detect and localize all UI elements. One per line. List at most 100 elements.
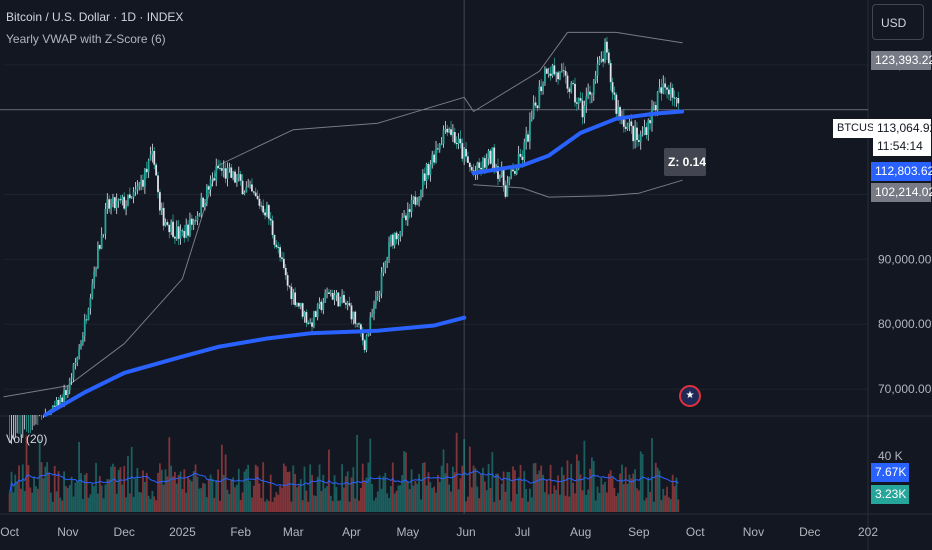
volume-bar (183, 469, 186, 512)
volume-bar (435, 492, 437, 512)
volume-bar (149, 498, 152, 512)
volume-bar (517, 477, 520, 512)
volume-bar (98, 476, 101, 512)
volume-bar (399, 485, 402, 512)
volume-bar (624, 467, 627, 512)
candle-body (179, 230, 182, 239)
candle-body (664, 83, 667, 88)
volume-bar (352, 467, 355, 512)
candle-body (228, 167, 231, 169)
volume-bar (142, 470, 144, 512)
candle-body (583, 105, 586, 118)
candle-body (337, 292, 340, 307)
volume-bar (412, 485, 415, 512)
us-flag-event-icon[interactable]: ★ (679, 385, 701, 407)
volume-bar (598, 492, 601, 512)
candle-body (341, 295, 343, 298)
candle-body (258, 198, 261, 206)
volume-bar (177, 474, 180, 512)
volume-bar (44, 466, 47, 512)
volume-bar (467, 496, 469, 512)
currency-button[interactable]: USD (872, 4, 924, 40)
volume-bar (127, 456, 129, 512)
volume-bar (527, 501, 529, 512)
candle-body (658, 87, 661, 93)
candle-body (478, 162, 481, 168)
volume-bar (286, 472, 289, 512)
candle-body (500, 169, 503, 177)
candle-body (386, 257, 389, 263)
candle-body (89, 297, 92, 309)
candle-body (574, 83, 576, 103)
volume-bar (318, 464, 321, 512)
volume-bar (436, 474, 439, 512)
volume-bar (234, 487, 236, 512)
candle-body (322, 302, 325, 311)
candle-body (112, 197, 114, 204)
candle-body (606, 41, 608, 53)
volume-bar (547, 494, 550, 512)
volume-bar (130, 446, 133, 512)
time-axis[interactable]: Oct Nov Dec 2025 Feb Mar Apr May Jun Jul Aug Sep Oct… (0, 525, 878, 539)
candle-body (645, 127, 648, 135)
volume-bar (20, 488, 22, 512)
volume-bar (271, 501, 274, 512)
candle-body (83, 319, 86, 337)
volume-bar (292, 465, 295, 512)
candle-body (78, 348, 81, 358)
candle-body (465, 148, 467, 157)
volume-bar (545, 479, 548, 512)
volume-bar (78, 441, 81, 512)
volume-bar (40, 462, 43, 512)
volume-pane (8, 432, 680, 512)
volume-bar (170, 465, 173, 512)
volume-bar (200, 488, 203, 512)
candle-body (427, 164, 430, 176)
candle-body (557, 72, 559, 80)
volume-bar (132, 496, 135, 512)
candle-body (132, 191, 135, 198)
volume-bar (61, 500, 64, 512)
candle-body (119, 199, 122, 201)
volume-bar (549, 464, 552, 512)
volume-bar (418, 474, 420, 512)
indicator-legend[interactable]: Yearly VWAP with Z-Score (6) (6, 32, 166, 46)
volume-bar (51, 501, 54, 512)
candle-body (196, 215, 199, 221)
candle-body (326, 292, 328, 294)
volume-bar (273, 497, 276, 512)
volume-bar (115, 493, 118, 512)
vwap-line (43, 354, 185, 417)
candle-body (431, 154, 434, 165)
symbol-title[interactable]: Bitcoin / U.S. Dollar · 1D · INDEX (6, 10, 184, 24)
candle-body (181, 230, 184, 232)
volume-bar (380, 488, 383, 512)
vwap-tag: 112,803.62 (871, 162, 932, 181)
candle-body (435, 148, 437, 163)
volume-bar (395, 490, 398, 512)
candle-body (145, 168, 148, 173)
volume-legend[interactable]: Vol (20) (6, 432, 48, 446)
volume-bar (326, 485, 328, 512)
candle-body (673, 97, 676, 99)
candle-body (358, 323, 360, 325)
volume-bar (288, 471, 291, 512)
volume-bar (153, 496, 156, 512)
volume-bar (448, 484, 451, 512)
time-tick-label: Feb (230, 525, 251, 539)
volume-bar (296, 487, 298, 512)
volume-bar (369, 438, 372, 512)
volume-bar (540, 465, 543, 512)
volume-bar (301, 500, 304, 512)
candle-body (555, 72, 558, 75)
volume-bar (125, 497, 127, 512)
volume-bar (427, 472, 430, 512)
volume-bar (305, 490, 308, 512)
volume-bar (254, 464, 257, 512)
candle-body (85, 319, 88, 321)
volume-bar (262, 462, 265, 512)
candle-body (592, 81, 595, 95)
candle-body (636, 127, 638, 141)
volume-bar (168, 437, 171, 512)
